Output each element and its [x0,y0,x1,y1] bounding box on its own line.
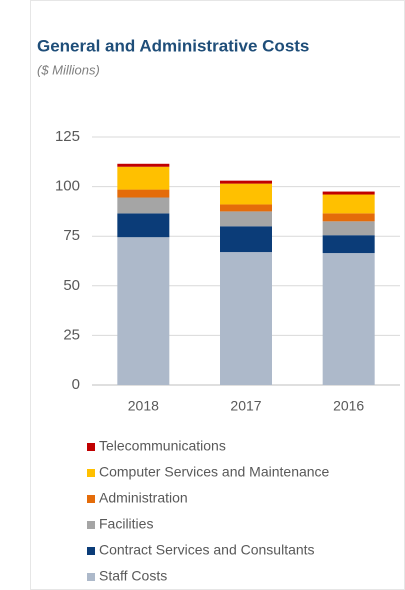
legend-label: Computer Services and Maintenance [99,464,330,480]
legend-label: Administration [99,490,188,506]
bar-segment [117,237,170,385]
bar-segment [117,163,170,167]
chart-subtitle: ($ Millions) [37,62,100,77]
legend-swatch [87,521,95,529]
legend-label: Contract Services and Consultants [99,542,315,558]
bar-segment [220,211,272,227]
bar-segment [322,253,375,385]
chart-title: General and Administrative Costs [37,36,309,55]
legend-swatch [87,573,95,581]
legend-label: Staff Costs [99,568,167,584]
legend-swatch [87,495,95,503]
x-tick-label: 2016 [333,398,364,414]
y-tick-label: 25 [63,326,80,343]
legend-swatch [87,469,95,477]
bar-segment [220,180,272,184]
legend-swatch [87,547,95,555]
bar-segment [322,221,375,236]
y-tick-label: 50 [63,277,80,294]
legend-label: Telecommunications [99,438,226,454]
y-tick-label: 125 [55,128,80,145]
legend-label: Facilities [99,516,153,532]
bar-segment [117,213,170,238]
bar-segment [322,194,375,214]
y-tick-label: 0 [72,376,80,393]
bar-segment [322,191,375,195]
bar-segment [220,183,272,205]
bar-segment [220,226,272,253]
legend-swatch [87,443,95,451]
bar-segment [322,213,375,222]
x-tick-label: 2018 [128,398,159,414]
bar-segment [117,166,170,190]
x-tick-label: 2017 [230,398,261,414]
bar-segment [220,204,272,212]
bar-segment [117,189,170,198]
bar-segment [322,235,375,254]
y-tick-label: 75 [63,227,80,244]
y-tick-label: 100 [55,178,80,195]
bar-segment [117,197,170,214]
bar-segment [220,252,272,385]
